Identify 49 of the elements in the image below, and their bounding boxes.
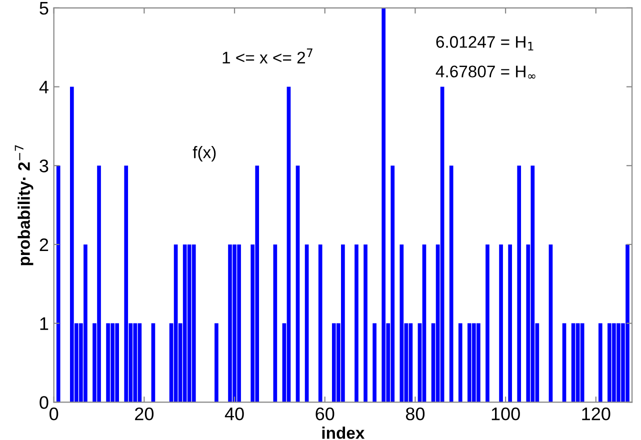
bar [508, 244, 512, 402]
y-tick-label: 4 [39, 80, 48, 94]
bar [56, 166, 60, 402]
bar [486, 244, 490, 402]
y-tick-label: 2 [40, 238, 48, 252]
annotation: f(x) [192, 146, 216, 162]
bar [382, 8, 386, 402]
annotation: 4.67807 = H$_{∞}$ [436, 66, 536, 79]
bar [408, 323, 413, 402]
bar [174, 244, 178, 402]
bar [499, 244, 503, 402]
bar [273, 244, 278, 402]
bar [458, 323, 462, 402]
bar [124, 166, 128, 402]
x-tick-label: 0 [50, 408, 58, 420]
bar [318, 244, 322, 402]
annotation: 1 <= x <= 2$^{7}$ [222, 48, 312, 64]
y-axis-title: probability· 2$^{−7}$ [14, 145, 34, 266]
bar [449, 166, 454, 402]
bar [214, 323, 218, 402]
annotation: 6.01247 = H$_{1}$ [436, 36, 534, 50]
bar [598, 323, 602, 402]
bar [192, 244, 196, 402]
x-tick-label: 100 [492, 408, 520, 420]
bar [548, 244, 553, 402]
y-tick-label: 3 [40, 160, 48, 172]
bar [580, 323, 584, 402]
y-tick-label: 5 [40, 2, 48, 15]
bar [562, 323, 566, 402]
bar [517, 166, 522, 402]
bar [304, 244, 309, 402]
x-tick-label: 20 [135, 408, 154, 420]
bar [364, 244, 368, 402]
x-tick-label: 60 [316, 408, 334, 420]
x-tick-label: 80 [406, 408, 425, 420]
bar [440, 86, 444, 402]
x-tick-label: 40 [224, 408, 244, 420]
bar [151, 323, 156, 402]
bar [571, 323, 576, 402]
y-tick-label: 1 [40, 317, 48, 330]
bar [372, 323, 376, 402]
bar [422, 244, 426, 402]
x-tick-label: 120 [582, 408, 610, 420]
x-axis-title: index [322, 426, 365, 439]
bar [354, 244, 358, 402]
y-tick-label: 0 [40, 396, 48, 409]
bar [400, 244, 404, 402]
bar [286, 86, 291, 402]
bar [296, 166, 300, 402]
